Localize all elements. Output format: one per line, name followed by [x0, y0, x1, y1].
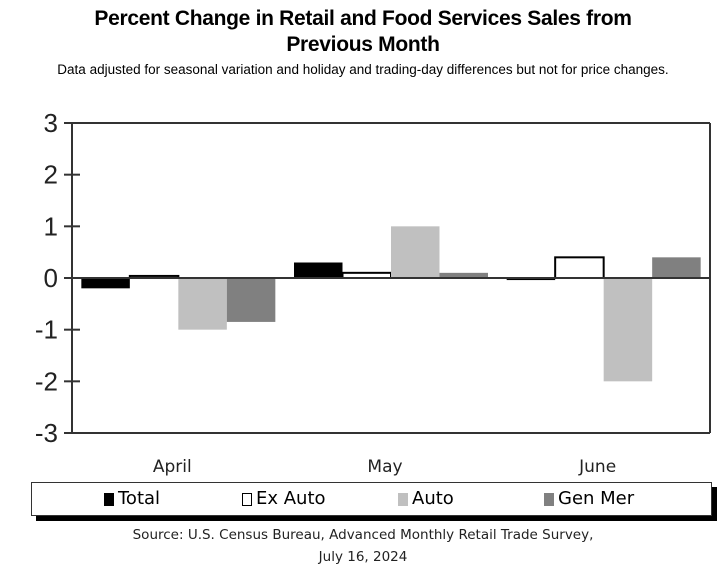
bar-total-april [81, 278, 130, 289]
bar-total-june [506, 278, 556, 281]
y-tick-label: -1 [35, 315, 58, 345]
y-tick-label: -2 [35, 366, 58, 396]
legend-swatch-gen-mer [544, 492, 554, 506]
x-category-labels: April May June [153, 457, 616, 477]
source-note: Source: U.S. Census Bureau, Advanced Mon… [0, 524, 726, 568]
chart-title-line-1: Percent Change in Retail and Food Servic… [94, 7, 632, 30]
source-line-1: Source: U.S. Census Bureau, Advanced Mon… [132, 527, 594, 543]
bar-gen-mer-april [226, 278, 276, 322]
y-tick-label: 0 [44, 263, 58, 293]
legend-swatch-auto [398, 492, 408, 506]
bar-auto-may [391, 226, 440, 278]
bar-gen-mer-june [652, 257, 701, 278]
chart-title-line-2: Previous Month [286, 33, 440, 56]
y-tick-label: 2 [44, 160, 58, 190]
legend-label-auto: Auto [412, 488, 454, 509]
legend-swatch-ex-auto [242, 492, 252, 506]
legend-label-ex-auto: Ex Auto [256, 488, 326, 509]
chart-title: Percent Change in Retail and Food Servic… [0, 6, 726, 58]
axes-layer [65, 122, 711, 434]
legend: Total Ex Auto Auto Gen Mer [31, 482, 712, 516]
legend-swatch-total [104, 492, 114, 506]
x-category-label: April [153, 457, 192, 477]
bar-total-may [294, 262, 343, 278]
legend-item-gen-mer: Gen Mer [544, 488, 634, 510]
legend-item-auto: Auto [398, 488, 454, 510]
x-category-label: June [578, 457, 616, 477]
y-ticks-layer: 3 2 1 0 -1 -2 -3 [35, 108, 80, 448]
legend-label-total: Total [118, 488, 161, 509]
chart-subtitle: Data adjusted for seasonal variation and… [57, 62, 669, 77]
source-line-2: July 16, 2024 [318, 549, 408, 565]
legend-item-total: Total [104, 488, 160, 510]
bar-auto-april [178, 278, 227, 330]
y-tick-label: 3 [44, 108, 58, 138]
bar-ex-auto-june [554, 256, 605, 280]
bar-auto-june [603, 278, 653, 382]
y-tick-label: -3 [35, 418, 58, 448]
x-category-label: May [367, 457, 402, 477]
y-tick-label: 1 [44, 211, 58, 241]
legend-label-gen-mer: Gen Mer [558, 488, 635, 509]
bars-layer [81, 226, 701, 382]
legend-item-ex-auto: Ex Auto [242, 488, 326, 510]
bar-gen-mer-may [439, 272, 488, 278]
